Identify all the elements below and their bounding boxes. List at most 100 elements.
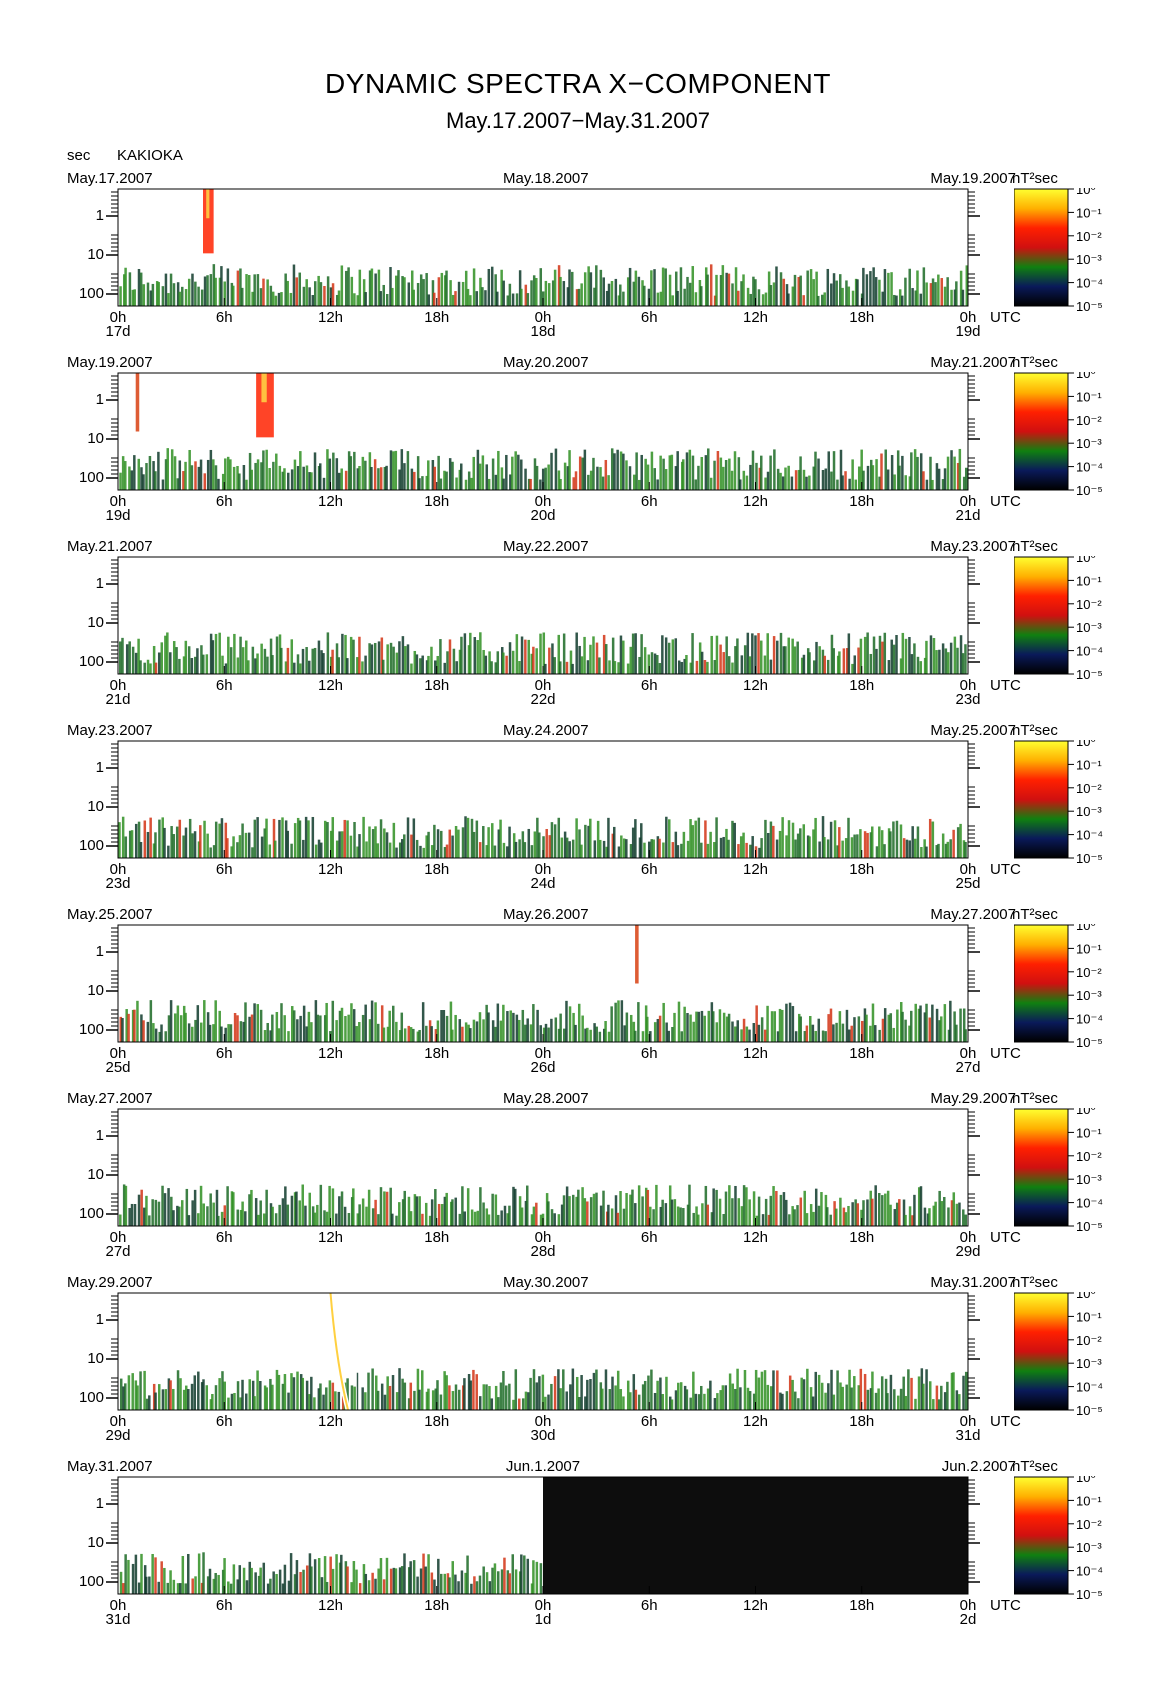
- x-tick-label: 12h: [317, 1045, 344, 1062]
- panel-mid-date: May.18.2007: [503, 170, 589, 187]
- x-tick-label: 18h: [849, 1229, 875, 1246]
- y-tick-label: 1: [95, 1311, 104, 1328]
- pulsation-burst: [256, 373, 274, 438]
- day-label: 22d: [530, 691, 556, 708]
- activity-streaks: [119, 1000, 967, 1042]
- colorbar-tick-label: 10⁻³: [1076, 804, 1102, 819]
- x-tick-label: 12h: [742, 1229, 769, 1246]
- y-tick-label: 10: [87, 1350, 104, 1367]
- colorbar-tick-label: 10⁰: [1076, 556, 1096, 565]
- x-tick-label: 12h: [317, 861, 344, 878]
- day-label: 18d: [530, 323, 556, 340]
- y-tick-label: 10: [87, 246, 104, 263]
- colorbar-tick-label: 10⁻⁴: [1076, 644, 1103, 659]
- x-tick-label: 6h: [215, 1597, 233, 1614]
- day-label: 25d: [105, 1059, 131, 1076]
- x-tick-label: 12h: [317, 309, 344, 326]
- day-label: 23d: [105, 875, 131, 892]
- colorbar: 10⁰ 10⁻¹ 10⁻² 10⁻³ 10⁻⁴ 10⁻⁵: [1014, 1108, 1103, 1231]
- colorbar-tick-label: 10⁻¹: [1076, 941, 1102, 956]
- day-label: 20d: [530, 507, 556, 524]
- colorbar-unit-label: nT²sec: [1012, 1458, 1058, 1475]
- x-tick-label: 6h: [215, 1413, 233, 1430]
- panel-end-date: Jun.2.2007: [941, 1458, 1016, 1475]
- colorbar-tick-label: 10⁻⁵: [1076, 299, 1103, 311]
- y-tick-label: 10: [87, 614, 104, 631]
- panel-mid-date: May.28.2007: [503, 1090, 589, 1107]
- utc-label: UTC: [990, 493, 1021, 510]
- day-label: 26d: [530, 1059, 556, 1076]
- colorbar-tick-label: 10⁻²: [1076, 965, 1102, 980]
- colorbar-tick-label: 10⁻⁴: [1076, 1380, 1103, 1395]
- colorbar-unit-label: nT²sec: [1012, 538, 1058, 555]
- day-label: 30d: [530, 1427, 556, 1444]
- colorbar-tick-label: 10⁻³: [1076, 1172, 1102, 1187]
- colorbar-unit-label: nT²sec: [1012, 1274, 1058, 1291]
- y-tick-label: 100: [78, 285, 104, 302]
- x-tick-label: 18h: [424, 1045, 450, 1062]
- colorbar-tick-label: 10⁰: [1076, 372, 1096, 381]
- utc-label: UTC: [990, 677, 1021, 694]
- x-tick-label: 6h: [640, 1229, 658, 1246]
- x-tick-label: 0h: [109, 1597, 127, 1614]
- panel-start-date: May.17.2007: [67, 170, 153, 187]
- x-tick-label: 18h: [424, 677, 450, 694]
- x-tick-label: 6h: [215, 677, 233, 694]
- x-tick-label: 0h: [109, 861, 127, 878]
- day-label: 19d: [105, 507, 131, 524]
- panel-1: May.17.2007 May.18.2007 May.19.2007 nT²sec 1…: [0, 0, 1156, 339]
- x-tick-label: 0h: [109, 1045, 127, 1062]
- day-label: 1d: [534, 1611, 552, 1628]
- x-tick-label: 12h: [742, 1045, 769, 1062]
- colorbar-tick-label: 10⁻²: [1076, 229, 1102, 244]
- spectrogram-plot: [106, 1108, 980, 1227]
- x-tick-label: 0h: [959, 1229, 977, 1246]
- spectrum-background: [118, 189, 968, 306]
- panel-8: May.31.2007 Jun.1.2007 Jun.2.2007 nT²sec 1 10…: [0, 0, 1156, 1627]
- colorbar-tick-label: 10⁻⁴: [1076, 460, 1103, 475]
- spectrogram-plot: [106, 924, 980, 1043]
- panel-6: May.27.2007 May.28.2007 May.29.2007 nT²sec 1…: [0, 0, 1156, 1259]
- y-tick-label: 1: [95, 943, 104, 960]
- day-label: 19d: [955, 323, 981, 340]
- y-tick-label: 10: [87, 1166, 104, 1183]
- colorbar-unit-label: nT²sec: [1012, 170, 1058, 187]
- panel-mid-date: Jun.1.2007: [505, 1458, 581, 1475]
- x-tick-label: 6h: [640, 677, 658, 694]
- x-tick-label: 18h: [849, 677, 875, 694]
- colorbar-tick-label: 10⁻¹: [1076, 1493, 1102, 1508]
- colorbar-unit-label: nT²sec: [1012, 906, 1058, 923]
- colorbar: 10⁰ 10⁻¹ 10⁻² 10⁻³ 10⁻⁴ 10⁻⁵: [1014, 372, 1103, 495]
- utc-label: UTC: [990, 1413, 1021, 1430]
- colorbar-tick-label: 10⁻¹: [1076, 1309, 1102, 1324]
- utc-label: UTC: [990, 861, 1021, 878]
- colorbar-tick-label: 10⁻³: [1076, 1540, 1102, 1555]
- colorbar-tick-label: 10⁻⁴: [1076, 1564, 1103, 1579]
- panel-mid-date: May.30.2007: [503, 1274, 589, 1291]
- x-tick-label: 18h: [849, 1045, 875, 1062]
- x-tick-label: 6h: [640, 1413, 658, 1430]
- spectrogram-plot: [106, 372, 980, 491]
- x-tick-label: 12h: [742, 861, 769, 878]
- pulsation-spike: [635, 925, 639, 984]
- day-label: 31d: [955, 1427, 981, 1444]
- x-tick-label: 12h: [742, 1597, 769, 1614]
- day-label: 29d: [105, 1427, 131, 1444]
- x-tick-label: 0h: [534, 1413, 552, 1430]
- y-tick-label: 100: [78, 1205, 104, 1222]
- chart-title: DYNAMIC SPECTRA X−COMPONENT: [325, 68, 831, 99]
- colorbar-tick-label: 10⁻¹: [1076, 205, 1102, 220]
- y-tick-label: 100: [78, 1573, 104, 1590]
- colorbar: 10⁰ 10⁻¹ 10⁻² 10⁻³ 10⁻⁴ 10⁻⁵: [1014, 188, 1103, 311]
- x-tick-label: 0h: [534, 861, 552, 878]
- x-tick-label: 18h: [849, 861, 875, 878]
- x-tick-label: 18h: [424, 1229, 450, 1246]
- day-label: 21d: [105, 691, 131, 708]
- panel-start-date: May.23.2007: [67, 722, 153, 739]
- panel-mid-date: May.26.2007: [503, 906, 589, 923]
- x-tick-label: 12h: [742, 493, 769, 510]
- colorbar-tick-label: 10⁻²: [1076, 413, 1102, 428]
- x-tick-label: 0h: [959, 1045, 977, 1062]
- x-tick-label: 18h: [849, 1597, 875, 1614]
- x-tick-label: 6h: [640, 309, 658, 326]
